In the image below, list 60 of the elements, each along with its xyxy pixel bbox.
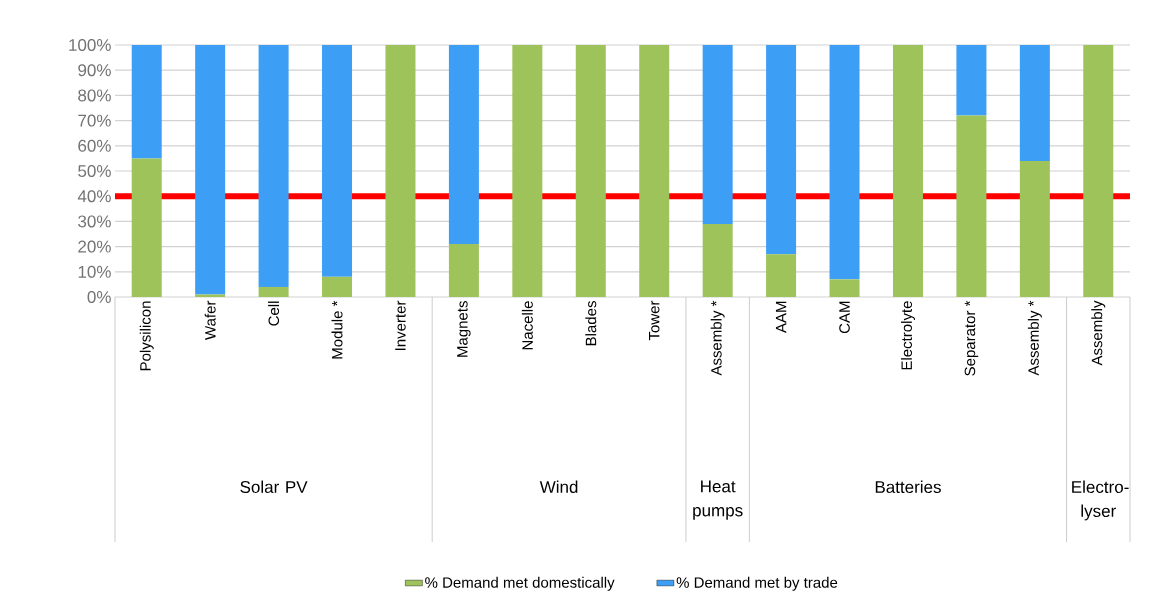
- text: Wind: [539, 480, 578, 494]
- x-tick-label: Nacelle: [521, 301, 533, 350]
- bar: [322, 45, 353, 277]
- bar: [892, 45, 923, 297]
- bar: [512, 45, 543, 297]
- legend-label: % Demand met domestically: [425, 576, 615, 591]
- bar: [829, 279, 860, 297]
- y-tick-label: 40%: [77, 190, 111, 203]
- legend-label: % Demand met by trade: [676, 576, 838, 591]
- text: Batteries: [875, 480, 941, 494]
- bar: [1019, 160, 1050, 297]
- bar: [1083, 45, 1114, 297]
- bar: [639, 45, 670, 297]
- bar: [131, 45, 162, 159]
- bar: [702, 45, 733, 224]
- x-tick-label: Magnets: [457, 301, 471, 357]
- x-tick-label: Tower: [648, 300, 660, 341]
- x-tick-label: Electrolyte: [900, 301, 915, 370]
- x-tick-label: Assembly *: [710, 300, 725, 376]
- x-tick-label: Assembly: [1091, 300, 1106, 366]
- x-tick-label: Blades: [585, 301, 597, 346]
- y-tick-label: 60%: [78, 139, 111, 152]
- bar: [322, 276, 353, 297]
- bar: [258, 286, 289, 297]
- x-tick-label: Assembly *: [1027, 300, 1042, 376]
- y-tick-label: 100%: [69, 38, 111, 52]
- y-tick-label: 0%: [87, 290, 111, 304]
- bar: [766, 254, 797, 297]
- bar: [195, 294, 226, 297]
- bar: [258, 45, 289, 287]
- x-tick-label: Module *: [331, 300, 343, 359]
- bar: [448, 45, 479, 245]
- x-tick-label: Cell: [268, 301, 280, 326]
- x-tick-label: CAM: [839, 301, 850, 334]
- bar: [1019, 45, 1050, 161]
- y-tick-label: 70%: [78, 114, 111, 127]
- bar: [702, 223, 733, 297]
- bar: [956, 115, 987, 297]
- y-tick-label: 30%: [78, 215, 111, 228]
- bar: [448, 244, 479, 297]
- bar: [956, 45, 987, 116]
- bar: [829, 45, 860, 280]
- y-tick-label: 20%: [78, 240, 111, 253]
- text: Solar PV: [240, 480, 308, 494]
- bar: [766, 45, 797, 255]
- x-tick-label: Wafer: [204, 300, 216, 340]
- x-tick-label: Inverter: [395, 300, 406, 351]
- x-tick-label: Separator *: [964, 300, 979, 376]
- y-tick-label: 80%: [78, 89, 111, 102]
- bar: [195, 45, 226, 295]
- y-tick-label: 50%: [78, 164, 111, 178]
- x-tick-label: AAM: [775, 301, 787, 334]
- x-tick-label: Polysilicon: [139, 301, 154, 371]
- y-tick-label: 90%: [78, 64, 111, 77]
- bar: [385, 45, 416, 297]
- text: Electro-lyser: [1072, 480, 1129, 521]
- y-tick-label: 10%: [78, 265, 111, 278]
- text: Heat pumps: [693, 480, 743, 520]
- bar: [575, 45, 606, 297]
- bar: [131, 158, 162, 297]
